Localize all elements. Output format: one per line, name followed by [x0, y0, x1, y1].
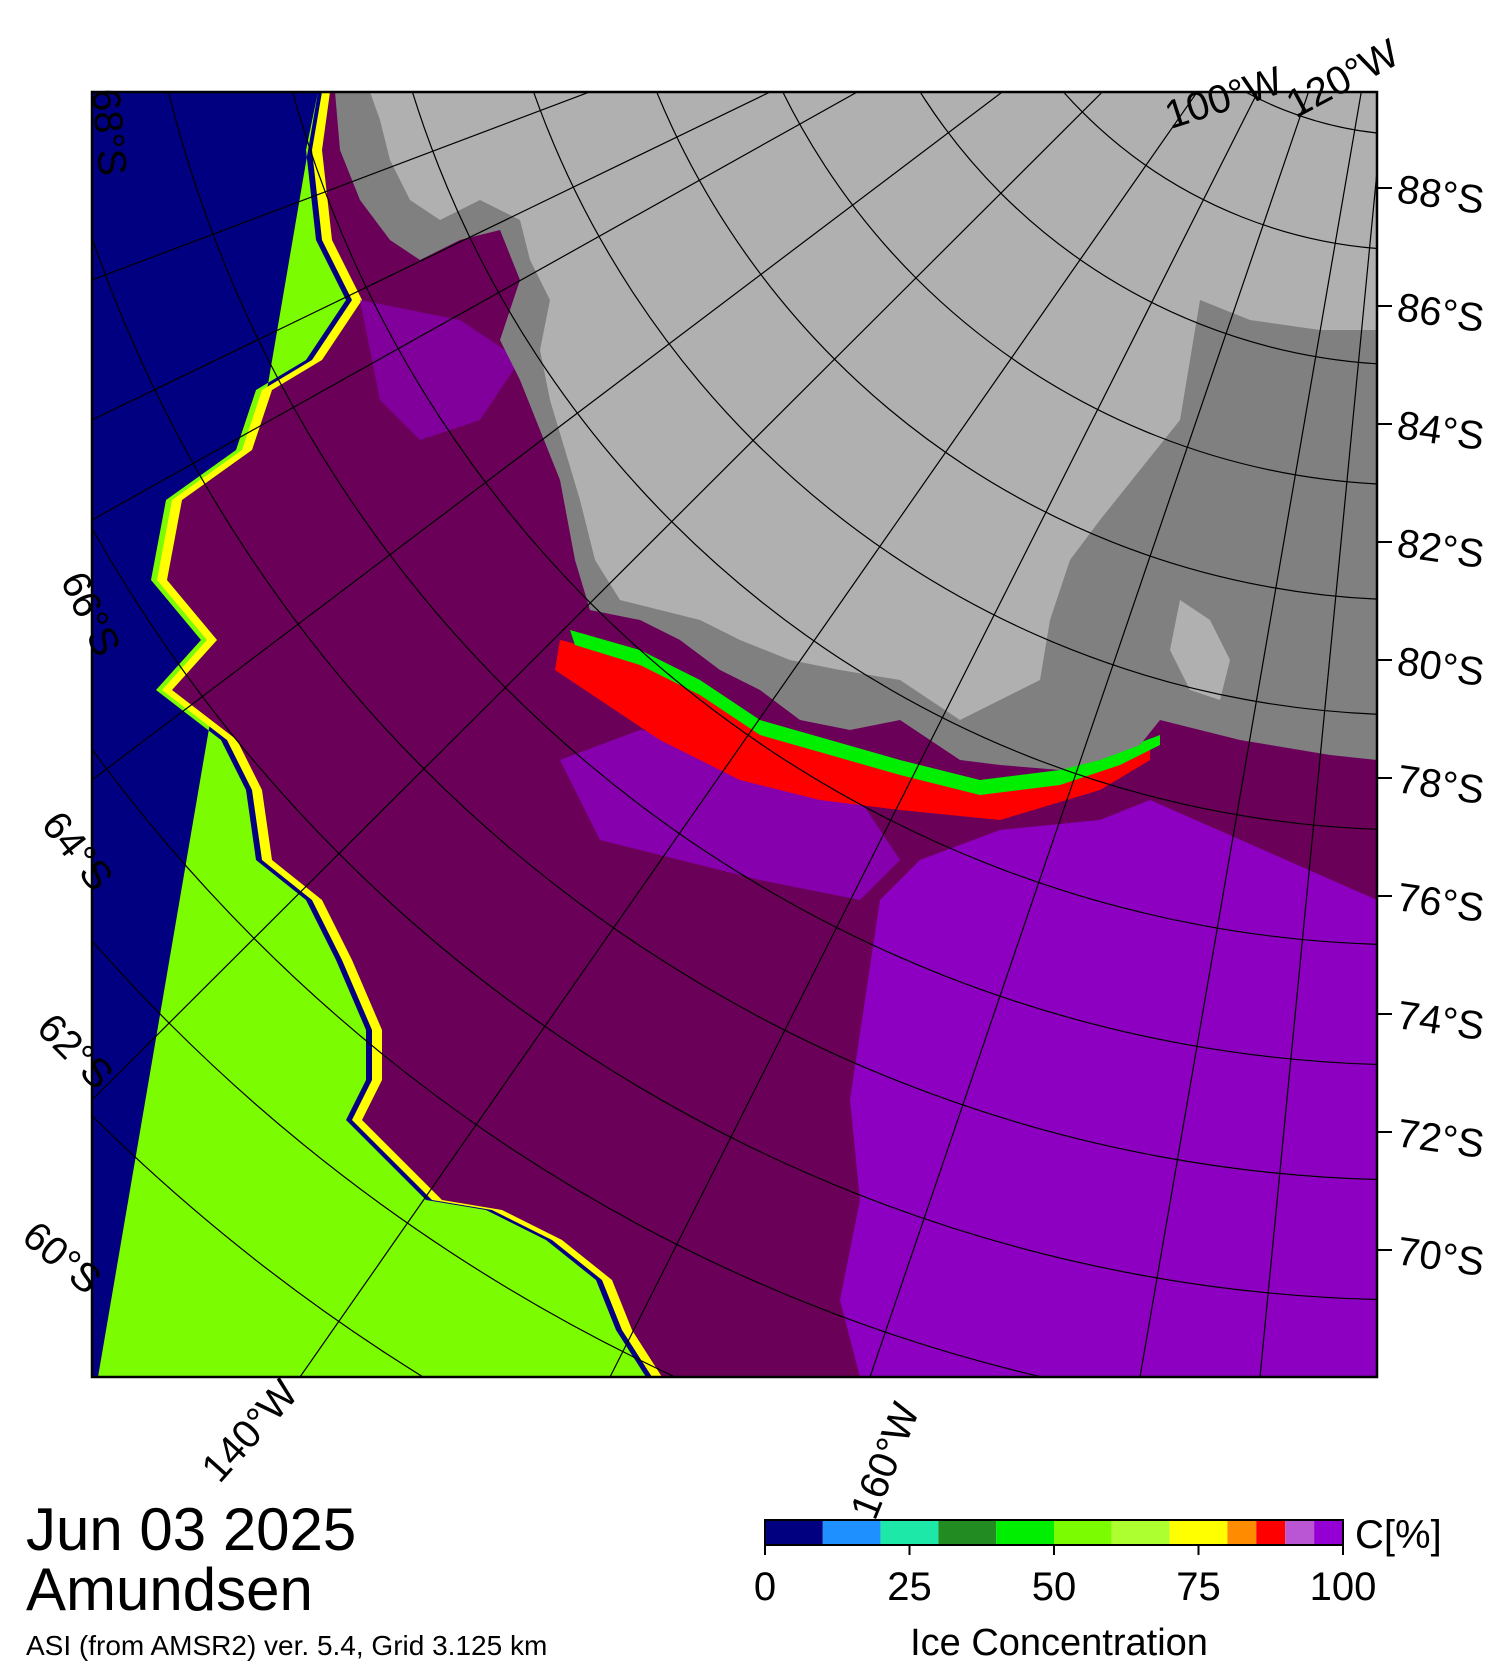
- ice-high-patch-central: [560, 730, 900, 900]
- latitude-label: 88°S: [1377, 167, 1487, 223]
- svg-text:74°S: 74°S: [1394, 993, 1486, 1049]
- colorbar-swatch: [880, 1520, 939, 1545]
- map-frame: [90, 90, 1379, 1379]
- svg-text:70°S: 70°S: [1394, 1229, 1486, 1285]
- latitude-labels-right: 88°S 86°S 84°S 82°S 80°S 78°S 76°S 74°S 72°S 70°S: [1377, 167, 1487, 1285]
- land-ice-east-lobe: [1170, 600, 1230, 700]
- latitude-label: 84°S: [1377, 403, 1487, 459]
- latitude-label: 72°S: [1377, 1111, 1487, 1167]
- latitude-label: 68°S: [83, 87, 134, 178]
- colorbar-tick-label: 75: [1176, 1565, 1221, 1609]
- coastal-fringe: [555, 640, 1150, 820]
- colorbar-swatch: [938, 1520, 997, 1545]
- svg-text:86°S: 86°S: [1394, 285, 1486, 341]
- colorbar-tick-label: 0: [754, 1565, 776, 1609]
- latitude-label: 74°S: [1377, 993, 1487, 1049]
- colorbar-swatch: [822, 1520, 881, 1545]
- latitude-label: 80°S: [1377, 639, 1487, 695]
- svg-text:76°S: 76°S: [1394, 875, 1486, 931]
- ice-edge-fringe: [98, 92, 646, 1377]
- colorbar-swatch: [1314, 1520, 1343, 1545]
- svg-text:80°S: 80°S: [1394, 639, 1486, 695]
- colorbar-swatch: [1227, 1520, 1257, 1545]
- colorbar-swatch: [996, 1520, 1054, 1545]
- region-name: Amundsen: [26, 1556, 313, 1623]
- latitude-label: 82°S: [1377, 521, 1487, 577]
- latitude-label: 76°S: [1377, 875, 1487, 931]
- colorbar-tick-label: 25: [887, 1565, 932, 1609]
- colorbar-swatch: [1054, 1520, 1112, 1545]
- source-info: ASI (from AMSR2) ver. 5.4, Grid 3.125 km: [26, 1630, 548, 1661]
- latitude-label: 70°S: [1377, 1229, 1487, 1285]
- colorbar-swatch: [765, 1520, 823, 1545]
- land-ice: [370, 92, 1377, 720]
- latitude-label: 86°S: [1377, 285, 1487, 341]
- longitude-label: 140°W: [193, 1371, 306, 1490]
- map-date: Jun 03 2025: [26, 1496, 357, 1563]
- coastal-fringe-green: [570, 630, 1160, 795]
- colorbar-swatch: [1285, 1520, 1315, 1545]
- svg-text:78°S: 78°S: [1394, 757, 1486, 813]
- ice-high-patch-west: [360, 300, 520, 440]
- colorbar-swatch: [1256, 1520, 1286, 1545]
- ice-high-patch-east: [840, 800, 1377, 1377]
- colorbar-tick-label: 50: [1032, 1565, 1077, 1609]
- colorbar-tick-label: 100: [1310, 1565, 1377, 1609]
- svg-text:88°S: 88°S: [1394, 167, 1486, 223]
- colorbar-title: Ice Concentration: [910, 1622, 1208, 1664]
- colorbar-swatch: [1111, 1520, 1170, 1545]
- colorbar-swatch: [1169, 1520, 1228, 1545]
- colorbar-unit-label: C[%]: [1355, 1513, 1442, 1557]
- colorbar: 0 25 50 75 100: [754, 1519, 1377, 1609]
- longitude-label: 160°W: [842, 1397, 928, 1525]
- svg-text:72°S: 72°S: [1394, 1111, 1486, 1167]
- svg-text:82°S: 82°S: [1394, 521, 1486, 577]
- latitude-label: 78°S: [1377, 757, 1487, 813]
- svg-text:84°S: 84°S: [1394, 403, 1486, 459]
